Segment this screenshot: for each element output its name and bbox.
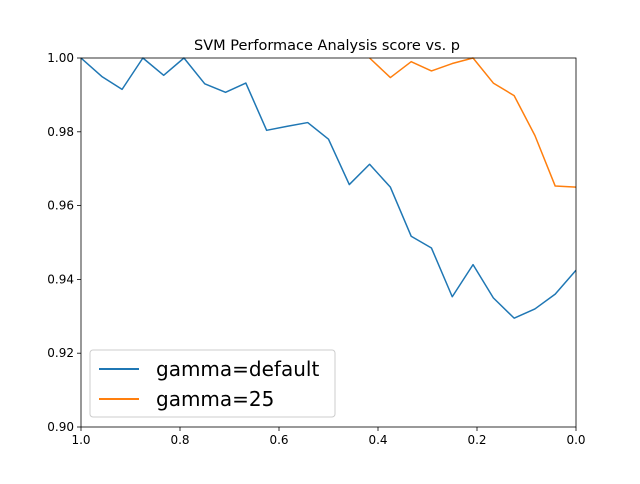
plot-frame bbox=[80, 57, 577, 428]
series-line-gamma-default bbox=[81, 57, 576, 319]
y-tick-label: 0.94 bbox=[47, 272, 74, 286]
x-tick-label: 0.8 bbox=[170, 433, 189, 447]
legend: gamma=default gamma=25 bbox=[89, 349, 336, 418]
y-tick-label: 0.98 bbox=[47, 125, 74, 139]
axes-layer: 1.0 0.8 0.6 0.4 0.2 0.0 0.90 0.92 0.94 0.96 0.98 1.… bbox=[47, 51, 585, 447]
x-tick-label: 0.0 bbox=[566, 433, 585, 447]
x-tick-label: 0.6 bbox=[269, 433, 288, 447]
legend-label: gamma=default bbox=[156, 357, 319, 381]
legend-label: gamma=25 bbox=[156, 387, 274, 411]
chart-title: SVM Performace Analysis score vs. p bbox=[194, 38, 460, 54]
y-tick-label: 0.92 bbox=[47, 346, 74, 360]
y-tick-label: 0.96 bbox=[47, 199, 74, 213]
y-tick-label: 0.90 bbox=[47, 420, 74, 434]
y-tick-label: 1.00 bbox=[47, 51, 74, 65]
x-tick-label: 1.0 bbox=[71, 433, 90, 447]
x-tick-label: 0.4 bbox=[368, 433, 387, 447]
x-tick-label: 0.2 bbox=[467, 433, 486, 447]
legend-box bbox=[89, 349, 336, 418]
